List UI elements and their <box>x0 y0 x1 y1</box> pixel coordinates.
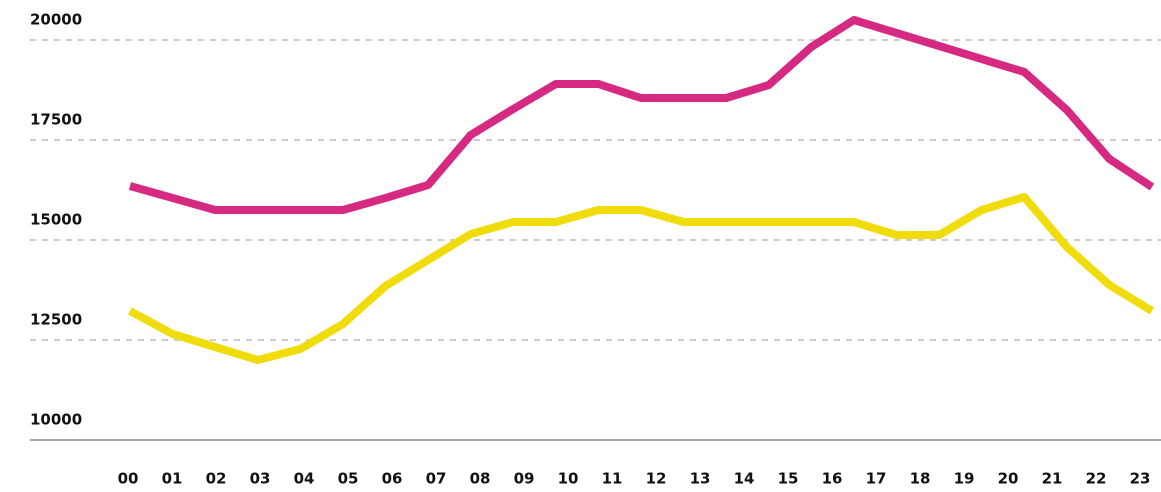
y-tick-label: 15000 <box>30 211 82 229</box>
x-tick-label: 05 <box>338 470 359 488</box>
x-tick-label: 14 <box>734 470 755 488</box>
series-line <box>128 193 1155 364</box>
x-tick-label: 22 <box>1086 470 1107 488</box>
x-tick-label: 19 <box>954 470 975 488</box>
x-tick-label: 18 <box>910 470 931 488</box>
x-tick-label: 15 <box>778 470 799 488</box>
x-tick-label: 17 <box>866 470 887 488</box>
y-tick-label: 20000 <box>30 11 82 29</box>
x-tick-label: 13 <box>690 470 711 488</box>
y-tick-label: 12500 <box>30 311 82 329</box>
x-tick-label: 16 <box>822 470 843 488</box>
x-tick-label: 11 <box>602 470 623 488</box>
x-tick-label: 02 <box>206 470 227 488</box>
x-tick-label: 04 <box>294 470 315 488</box>
y-tick-label: 10000 <box>30 411 82 429</box>
x-tick-label: 10 <box>558 470 579 488</box>
x-tick-label: 01 <box>162 470 183 488</box>
series-line <box>128 16 1155 214</box>
x-tick-label: 08 <box>470 470 491 488</box>
x-tick-label: 09 <box>514 470 535 488</box>
x-tick-label: 21 <box>1042 470 1063 488</box>
x-tick-label: 12 <box>646 470 667 488</box>
x-tick-label: 20 <box>998 470 1019 488</box>
x-tick-label: 07 <box>426 470 447 488</box>
x-tick-label: 06 <box>382 470 403 488</box>
x-tick-label: 03 <box>250 470 271 488</box>
y-tick-label: 17500 <box>30 111 82 129</box>
x-tick-label: 00 <box>118 470 139 488</box>
x-tick-label: 23 <box>1130 470 1151 488</box>
